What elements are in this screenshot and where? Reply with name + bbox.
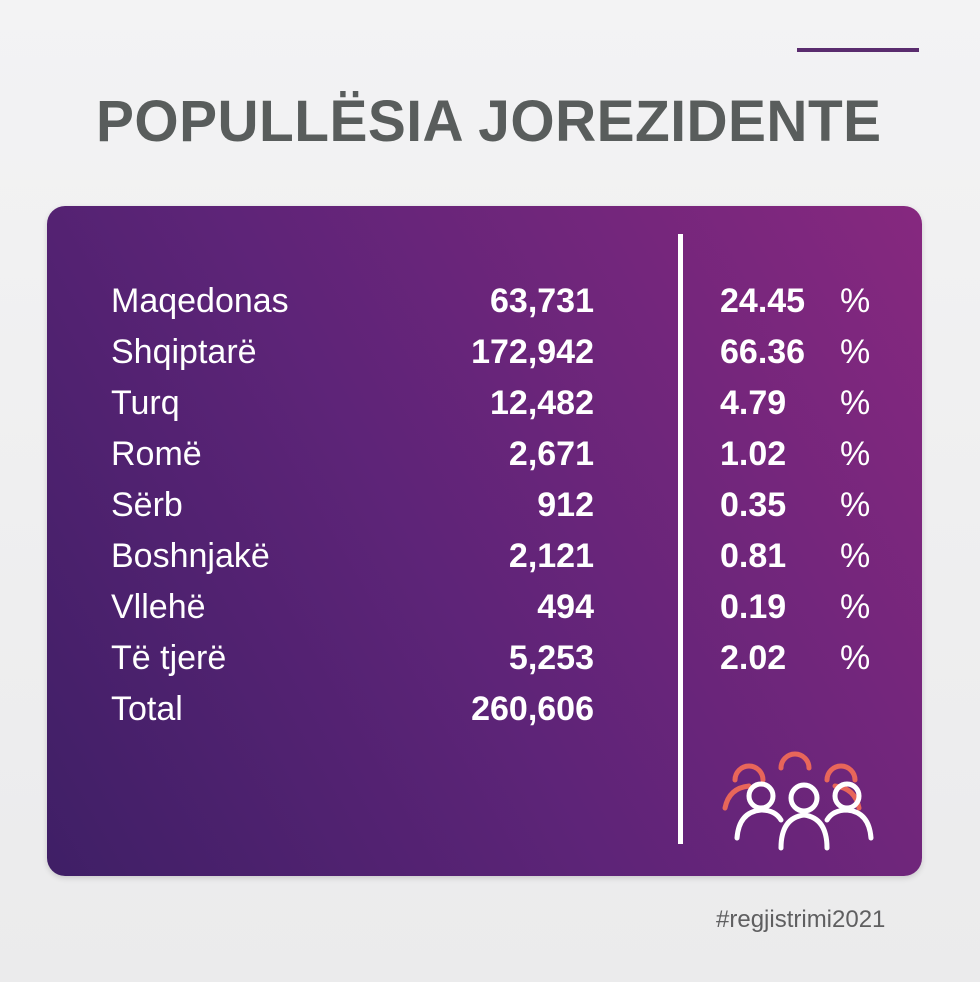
percent-sign: %: [840, 282, 871, 320]
row-count: 2,121: [508, 537, 594, 575]
page-title: POPULLËSIA JOREZIDENTE: [96, 89, 882, 154]
table-row-total: Total 260,606: [47, 683, 922, 735]
row-label: Vllehë: [111, 588, 206, 626]
table-row: Maqedonas 63,731 24.45 %: [47, 275, 922, 327]
table-row: Shqiptarë 172,942 66.36 %: [47, 326, 922, 378]
row-percent: 24.45: [720, 282, 806, 320]
percent-sign: %: [840, 333, 871, 371]
row-count: 5,253: [508, 639, 594, 677]
column-divider: [678, 234, 683, 844]
table-row: Sërb 912 0.35 %: [47, 479, 922, 531]
row-count: 12,482: [490, 384, 594, 422]
row-label: Turq: [111, 384, 180, 422]
table-row: Boshnjakë 2,121 0.81 %: [47, 530, 922, 582]
percent-sign: %: [840, 588, 871, 626]
row-percent: 4.79: [720, 384, 787, 422]
percent-sign: %: [840, 384, 871, 422]
row-count: 63,731: [490, 282, 594, 320]
row-count: 260,606: [471, 690, 594, 728]
row-percent: 0.81: [720, 537, 787, 575]
row-percent: 2.02: [720, 639, 787, 677]
row-label: Romë: [111, 435, 202, 473]
row-count: 172,942: [471, 333, 594, 371]
accent-line: [797, 48, 919, 52]
percent-sign: %: [840, 435, 871, 473]
table-row: Vllehë 494 0.19 %: [47, 581, 922, 633]
row-label: Të tjerë: [111, 639, 227, 677]
row-count: 2,671: [508, 435, 594, 473]
table-row: Turq 12,482 4.79 %: [47, 377, 922, 429]
row-count: 494: [537, 588, 594, 626]
row-percent: 0.35: [720, 486, 787, 524]
row-label: Shqiptarë: [111, 333, 257, 371]
row-percent: 1.02: [720, 435, 787, 473]
stats-card: Maqedonas 63,731 24.45 % Shqiptarë 172,9…: [47, 206, 922, 876]
row-label: Boshnjakë: [111, 537, 270, 575]
row-label: Maqedonas: [111, 282, 289, 320]
people-group-icon: [722, 751, 874, 851]
row-percent: 66.36: [720, 333, 806, 371]
hashtag: #regjistrimi2021: [716, 906, 886, 933]
percent-sign: %: [840, 537, 871, 575]
table-row: Romë 2,671 1.02 %: [47, 428, 922, 480]
row-count: 912: [537, 486, 594, 524]
row-label: Sërb: [111, 486, 183, 524]
percent-sign: %: [840, 639, 871, 677]
table-row: Të tjerë 5,253 2.02 %: [47, 632, 922, 684]
row-label: Total: [111, 690, 183, 728]
row-percent: 0.19: [720, 588, 787, 626]
percent-sign: %: [840, 486, 871, 524]
